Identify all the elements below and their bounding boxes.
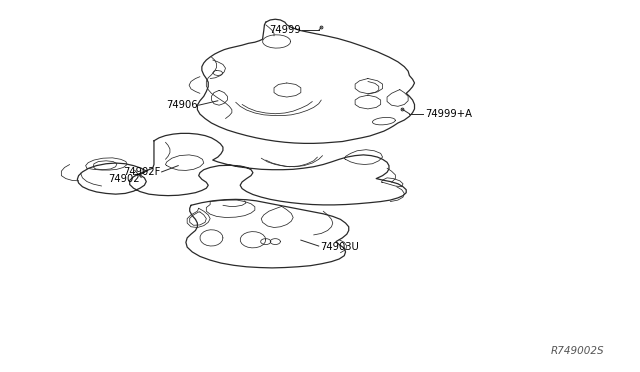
Text: 74903U: 74903U — [320, 242, 359, 252]
Text: 74999: 74999 — [269, 25, 301, 35]
Text: 74906: 74906 — [166, 100, 197, 110]
Text: R749002S: R749002S — [550, 346, 604, 356]
Text: 74999+A: 74999+A — [425, 109, 472, 119]
Text: 74902: 74902 — [108, 174, 140, 184]
Text: 74902F: 74902F — [123, 167, 161, 177]
